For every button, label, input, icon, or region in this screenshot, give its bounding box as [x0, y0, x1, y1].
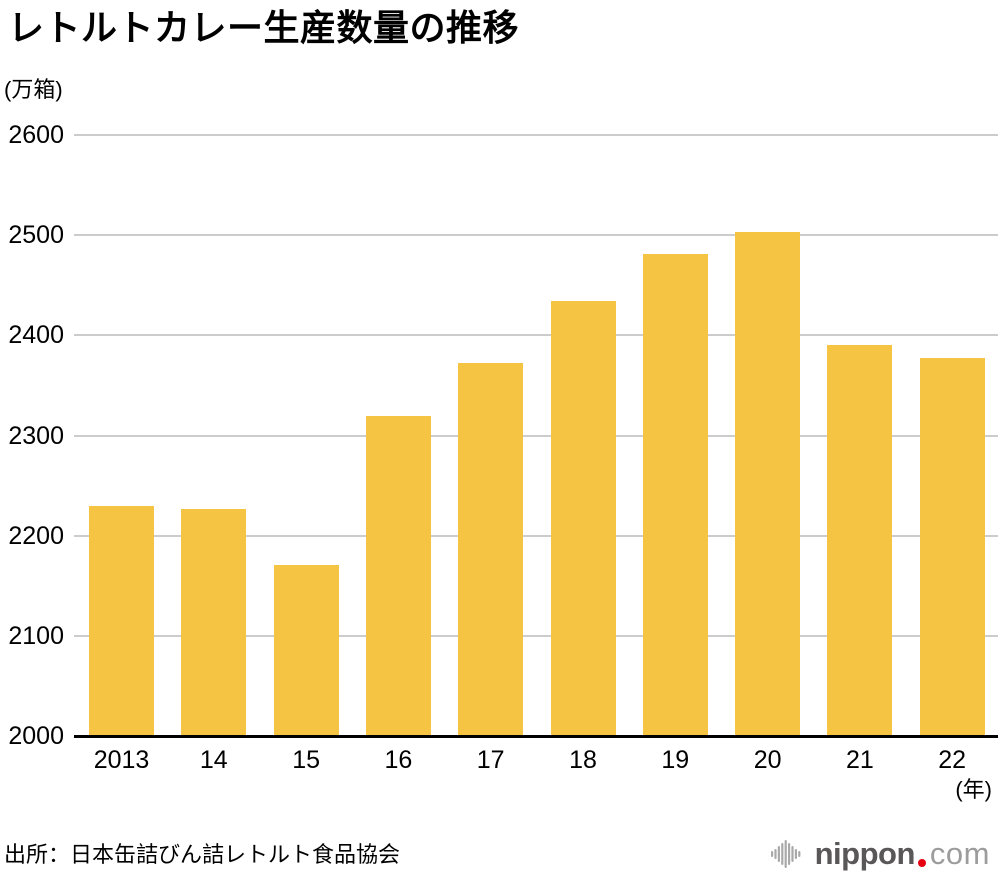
bar-19: [642, 254, 708, 736]
y-tick-label-2600: 2600: [8, 121, 64, 149]
chart-title: レトルトカレー生産数量の推移: [8, 7, 520, 48]
x-tick-label-16: 16: [384, 746, 413, 774]
waveform-icon: [770, 840, 801, 868]
source-credit: 出所：日本缶詰びん詰レトルト食品協会: [4, 842, 401, 867]
x-axis-unit-label: (年): [955, 777, 992, 802]
gridline-2200: [74, 534, 998, 537]
y-tick-label-2500: 2500: [8, 221, 64, 250]
gridline-2100: [74, 634, 998, 637]
logo-text-nippon: nippon: [814, 836, 916, 871]
y-tick-label-2200: 2200: [8, 521, 64, 550]
gridline-2300: [74, 434, 998, 437]
x-tick-label-14: 14: [199, 746, 228, 774]
y-tick-label-2100: 2100: [8, 621, 64, 650]
bar-2013: [89, 505, 154, 736]
bar-20: [735, 232, 801, 736]
gridline-2500: [74, 234, 998, 237]
x-tick-label-15: 15: [292, 746, 320, 774]
bar-16: [365, 416, 431, 736]
logo-red-dot: [917, 859, 926, 867]
y-axis-unit-label: (万箱): [4, 77, 63, 102]
bar-21: [827, 345, 893, 736]
x-tick-label-20: 20: [753, 746, 782, 774]
bar-17: [458, 363, 524, 736]
bar-14: [181, 508, 247, 736]
gridline-2600: [74, 134, 998, 136]
bar-22: [919, 358, 985, 736]
gridline-2400: [74, 334, 998, 337]
x-tick-label-19: 19: [661, 746, 690, 774]
x-tick-label-2013: 2013: [93, 746, 150, 774]
y-tick-label-2000: 2000: [8, 722, 64, 750]
logo-text-com: com: [929, 836, 990, 871]
x-tick-label-21: 21: [845, 746, 874, 774]
x-tick-label-17: 17: [476, 746, 505, 774]
nippon-com-logo: nippon com: [770, 835, 990, 873]
x-tick-label-18: 18: [569, 746, 597, 774]
y-tick-label-2400: 2400: [8, 321, 64, 350]
x-axis-line: [74, 735, 998, 738]
y-tick-label-2300: 2300: [8, 421, 64, 450]
bar-15: [273, 564, 339, 736]
bar-18: [550, 301, 616, 736]
x-tick-label-22: 22: [938, 746, 967, 774]
